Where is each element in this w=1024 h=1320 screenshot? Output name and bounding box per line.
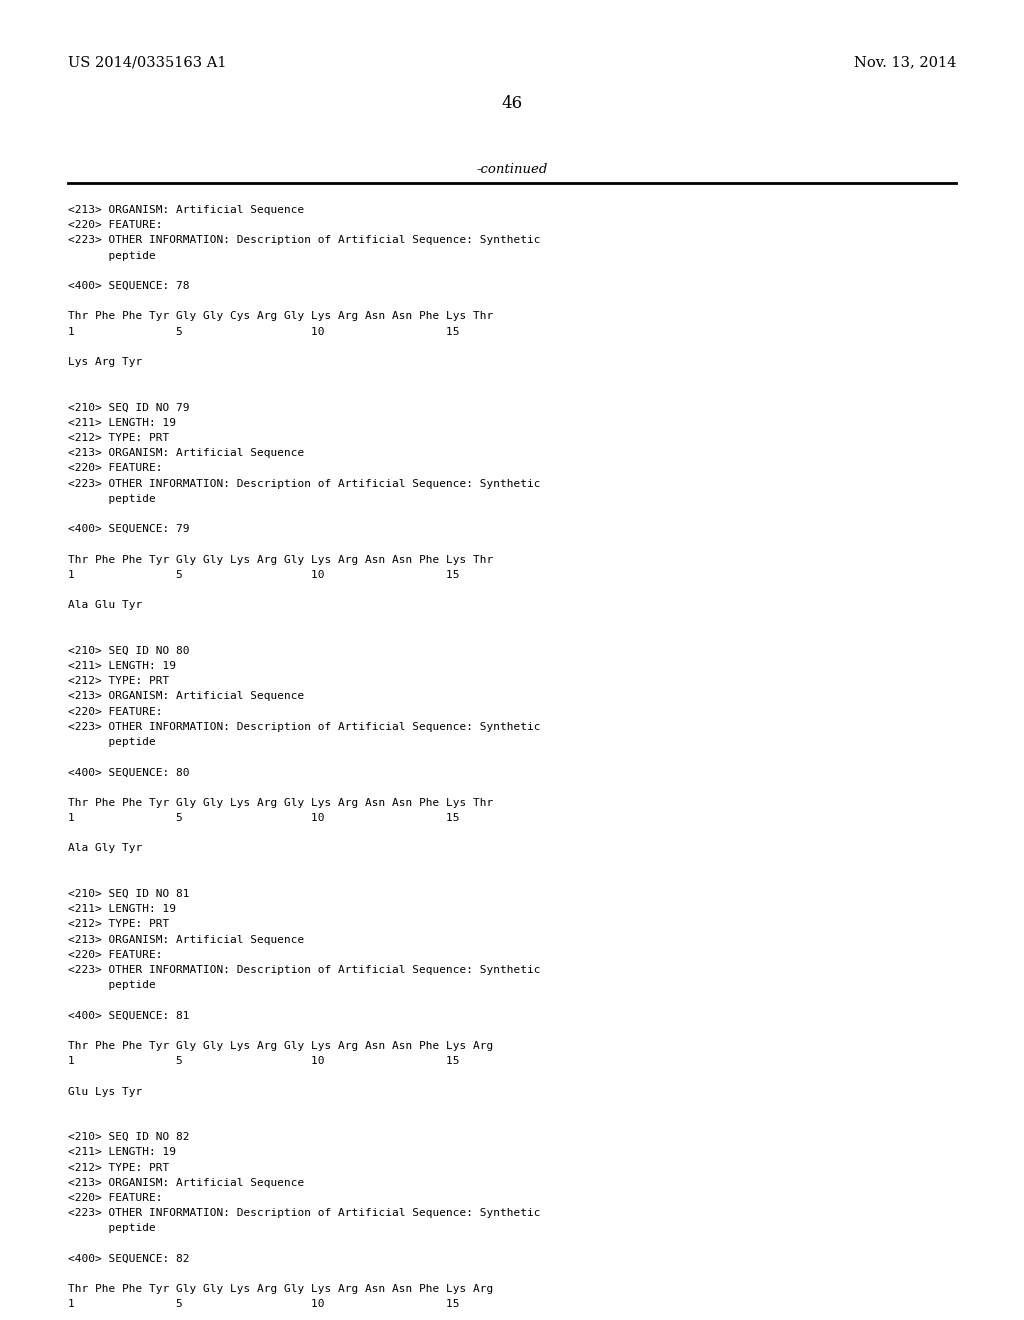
Text: <220> FEATURE:: <220> FEATURE: bbox=[68, 220, 163, 230]
Text: <211> LENGTH: 19: <211> LENGTH: 19 bbox=[68, 418, 176, 428]
Text: <220> FEATURE:: <220> FEATURE: bbox=[68, 950, 163, 960]
Text: <210> SEQ ID NO 80: <210> SEQ ID NO 80 bbox=[68, 645, 189, 656]
Text: <223> OTHER INFORMATION: Description of Artificial Sequence: Synthetic: <223> OTHER INFORMATION: Description of … bbox=[68, 965, 541, 975]
Text: <212> TYPE: PRT: <212> TYPE: PRT bbox=[68, 920, 169, 929]
Text: <212> TYPE: PRT: <212> TYPE: PRT bbox=[68, 433, 169, 444]
Text: <213> ORGANISM: Artificial Sequence: <213> ORGANISM: Artificial Sequence bbox=[68, 935, 304, 945]
Text: <213> ORGANISM: Artificial Sequence: <213> ORGANISM: Artificial Sequence bbox=[68, 692, 304, 701]
Text: <211> LENGTH: 19: <211> LENGTH: 19 bbox=[68, 904, 176, 915]
Text: <210> SEQ ID NO 82: <210> SEQ ID NO 82 bbox=[68, 1133, 189, 1142]
Text: <213> ORGANISM: Artificial Sequence: <213> ORGANISM: Artificial Sequence bbox=[68, 449, 304, 458]
Text: 1               5                   10                  15: 1 5 10 15 bbox=[68, 1299, 460, 1309]
Text: peptide: peptide bbox=[68, 1224, 156, 1233]
Text: <223> OTHER INFORMATION: Description of Artificial Sequence: Synthetic: <223> OTHER INFORMATION: Description of … bbox=[68, 479, 541, 488]
Text: <211> LENGTH: 19: <211> LENGTH: 19 bbox=[68, 1147, 176, 1158]
Text: <220> FEATURE:: <220> FEATURE: bbox=[68, 1193, 163, 1203]
Text: peptide: peptide bbox=[68, 251, 156, 260]
Text: peptide: peptide bbox=[68, 494, 156, 504]
Text: Thr Phe Phe Tyr Gly Gly Cys Arg Gly Lys Arg Asn Asn Phe Lys Thr: Thr Phe Phe Tyr Gly Gly Cys Arg Gly Lys … bbox=[68, 312, 494, 321]
Text: <400> SEQUENCE: 79: <400> SEQUENCE: 79 bbox=[68, 524, 189, 535]
Text: <212> TYPE: PRT: <212> TYPE: PRT bbox=[68, 676, 169, 686]
Text: Nov. 13, 2014: Nov. 13, 2014 bbox=[854, 55, 956, 69]
Text: US 2014/0335163 A1: US 2014/0335163 A1 bbox=[68, 55, 226, 69]
Text: 1               5                   10                  15: 1 5 10 15 bbox=[68, 570, 460, 579]
Text: <400> SEQUENCE: 80: <400> SEQUENCE: 80 bbox=[68, 767, 189, 777]
Text: peptide: peptide bbox=[68, 981, 156, 990]
Text: <212> TYPE: PRT: <212> TYPE: PRT bbox=[68, 1163, 169, 1172]
Text: <223> OTHER INFORMATION: Description of Artificial Sequence: Synthetic: <223> OTHER INFORMATION: Description of … bbox=[68, 235, 541, 246]
Text: <223> OTHER INFORMATION: Description of Artificial Sequence: Synthetic: <223> OTHER INFORMATION: Description of … bbox=[68, 722, 541, 731]
Text: <210> SEQ ID NO 79: <210> SEQ ID NO 79 bbox=[68, 403, 189, 413]
Text: Thr Phe Phe Tyr Gly Gly Lys Arg Gly Lys Arg Asn Asn Phe Lys Arg: Thr Phe Phe Tyr Gly Gly Lys Arg Gly Lys … bbox=[68, 1041, 494, 1051]
Text: <220> FEATURE:: <220> FEATURE: bbox=[68, 706, 163, 717]
Text: Glu Lys Tyr: Glu Lys Tyr bbox=[68, 1086, 142, 1097]
Text: <400> SEQUENCE: 78: <400> SEQUENCE: 78 bbox=[68, 281, 189, 290]
Text: 46: 46 bbox=[502, 95, 522, 112]
Text: 1               5                   10                  15: 1 5 10 15 bbox=[68, 1056, 460, 1067]
Text: 1               5                   10                  15: 1 5 10 15 bbox=[68, 326, 460, 337]
Text: Thr Phe Phe Tyr Gly Gly Lys Arg Gly Lys Arg Asn Asn Phe Lys Thr: Thr Phe Phe Tyr Gly Gly Lys Arg Gly Lys … bbox=[68, 797, 494, 808]
Text: Ala Gly Tyr: Ala Gly Tyr bbox=[68, 843, 142, 854]
Text: 1               5                   10                  15: 1 5 10 15 bbox=[68, 813, 460, 822]
Text: <213> ORGANISM: Artificial Sequence: <213> ORGANISM: Artificial Sequence bbox=[68, 1177, 304, 1188]
Text: <211> LENGTH: 19: <211> LENGTH: 19 bbox=[68, 661, 176, 671]
Text: peptide: peptide bbox=[68, 737, 156, 747]
Text: Lys Arg Tyr: Lys Arg Tyr bbox=[68, 356, 142, 367]
Text: <223> OTHER INFORMATION: Description of Artificial Sequence: Synthetic: <223> OTHER INFORMATION: Description of … bbox=[68, 1208, 541, 1218]
Text: -continued: -continued bbox=[476, 162, 548, 176]
Text: <213> ORGANISM: Artificial Sequence: <213> ORGANISM: Artificial Sequence bbox=[68, 205, 304, 215]
Text: <210> SEQ ID NO 81: <210> SEQ ID NO 81 bbox=[68, 888, 189, 899]
Text: <220> FEATURE:: <220> FEATURE: bbox=[68, 463, 163, 474]
Text: <400> SEQUENCE: 82: <400> SEQUENCE: 82 bbox=[68, 1254, 189, 1263]
Text: Thr Phe Phe Tyr Gly Gly Lys Arg Gly Lys Arg Asn Asn Phe Lys Arg: Thr Phe Phe Tyr Gly Gly Lys Arg Gly Lys … bbox=[68, 1284, 494, 1294]
Text: Ala Glu Tyr: Ala Glu Tyr bbox=[68, 601, 142, 610]
Text: <400> SEQUENCE: 81: <400> SEQUENCE: 81 bbox=[68, 1011, 189, 1020]
Text: Thr Phe Phe Tyr Gly Gly Lys Arg Gly Lys Arg Asn Asn Phe Lys Thr: Thr Phe Phe Tyr Gly Gly Lys Arg Gly Lys … bbox=[68, 554, 494, 565]
